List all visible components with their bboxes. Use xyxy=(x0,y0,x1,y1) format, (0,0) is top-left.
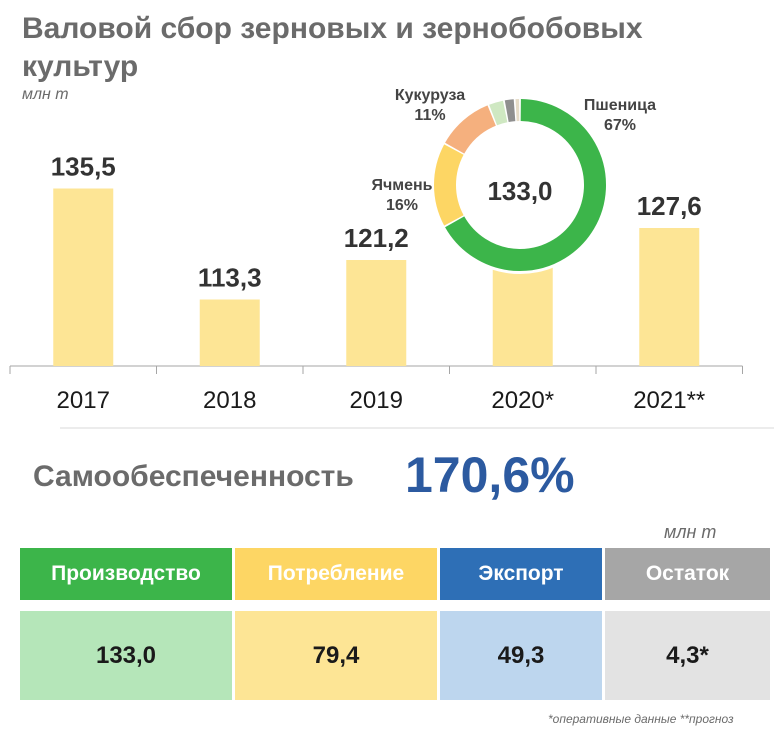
donut-slice-other xyxy=(489,100,508,126)
value-remainder: 4,3* xyxy=(605,611,770,700)
x-tick-label: 2019 xyxy=(350,387,403,414)
header-consumption: Потребление xyxy=(235,548,437,600)
donut-slice-pct-label: 11% xyxy=(414,107,445,124)
header-production: Производство xyxy=(20,548,232,600)
chart-unit-label: млн т xyxy=(22,86,69,103)
balance-table: Производство Потребление Экспорт Остаток… xyxy=(20,548,770,700)
bar xyxy=(53,188,114,366)
donut-slice-corn xyxy=(445,105,497,154)
donut-slice-name-label: Кукуруза xyxy=(395,87,465,104)
x-tick-label: 2021** xyxy=(633,387,705,414)
donut-slice-pct-label: 16% xyxy=(386,197,418,214)
donut-slice-name-label: Ячмень xyxy=(371,177,432,194)
bar xyxy=(346,260,407,366)
table-unit-label: млн т xyxy=(664,522,717,542)
self-sufficiency-label: Самообеспеченность xyxy=(33,460,354,493)
bar xyxy=(199,299,260,366)
bar-value-label: 135,5 xyxy=(51,152,116,182)
x-tick-label: 2020* xyxy=(491,387,554,414)
self-sufficiency-value: 170,6% xyxy=(405,447,575,503)
header-export: Экспорт xyxy=(440,548,602,600)
bar xyxy=(639,228,700,366)
donut-center-label: 133,0 xyxy=(487,176,552,206)
x-tick-label: 2017 xyxy=(57,387,110,414)
x-tick-label: 2018 xyxy=(203,387,256,414)
bar-value-label: 127,6 xyxy=(637,191,702,221)
value-export: 49,3 xyxy=(440,611,602,700)
header-remainder: Остаток xyxy=(605,548,770,600)
donut-slice-other xyxy=(504,99,516,123)
value-production: 133,0 xyxy=(20,611,232,700)
bar-value-label: 121,2 xyxy=(344,223,409,253)
donut-slice-wheat xyxy=(445,99,606,271)
harvest-chart: 135,5 2017 113,3 2018 121,2 2019 133,0 2020* 127… xyxy=(9,87,774,429)
value-consumption: 79,4 xyxy=(235,611,437,700)
donut-slice-barley xyxy=(434,144,464,226)
footnote: *оперативные данные **прогноз xyxy=(548,712,734,726)
donut-slice-pct-label: 67% xyxy=(604,117,636,134)
page-title: Валовой сбор зерновых и зернобобовых кул… xyxy=(22,12,643,83)
bar-value-label: 113,3 xyxy=(198,263,262,293)
donut-background xyxy=(431,96,609,274)
donut-slice-name-label: Пшеница xyxy=(584,97,656,114)
